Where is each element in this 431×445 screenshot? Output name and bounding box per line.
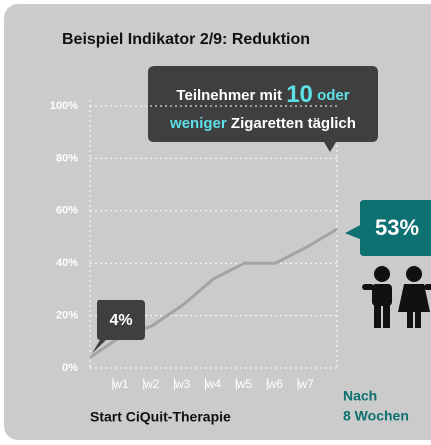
callout-box [148, 66, 378, 152]
end-label: Nach [343, 388, 377, 404]
y-tick-label: 100% [50, 100, 78, 112]
y-tick-label: 40% [56, 257, 78, 269]
callout-text: weniger [169, 115, 227, 132]
smokers-icon [362, 266, 431, 328]
value-label-box [92, 300, 145, 354]
end-label: 8 Wochen [343, 408, 409, 424]
x-tick-label: w1 [112, 377, 129, 391]
x-tick-label: w7 [297, 377, 314, 391]
callout-line: Teilnehmer mit 10 oder [176, 81, 349, 108]
callout-text: Teilnehmer mit [176, 87, 282, 104]
value-label: 53% [375, 215, 419, 240]
callout-text: Zigaretten täglich [231, 115, 356, 132]
y-tick-label: 20% [56, 310, 78, 322]
value-label: 4% [109, 312, 132, 329]
x-tick-label: w2 [143, 377, 160, 391]
x-tick-label: w6 [267, 377, 284, 391]
x-tick-label: w3 [174, 377, 191, 391]
x-tick-label: w5 [236, 377, 253, 391]
callout-line: weniger Zigaretten täglich [169, 115, 356, 132]
callout-number: 10 [286, 81, 313, 108]
chart-title: Beispiel Indikator 2/9: Reduktion [62, 31, 310, 48]
y-tick-label: 80% [56, 152, 78, 164]
y-tick-label: 0% [62, 362, 78, 374]
value-label-box [345, 200, 431, 256]
x-tick-label: w4 [205, 377, 222, 391]
callout-text: oder [317, 87, 350, 104]
start-label: Start CiQuit-Therapie [90, 409, 231, 425]
y-tick-label: 60% [56, 205, 78, 217]
